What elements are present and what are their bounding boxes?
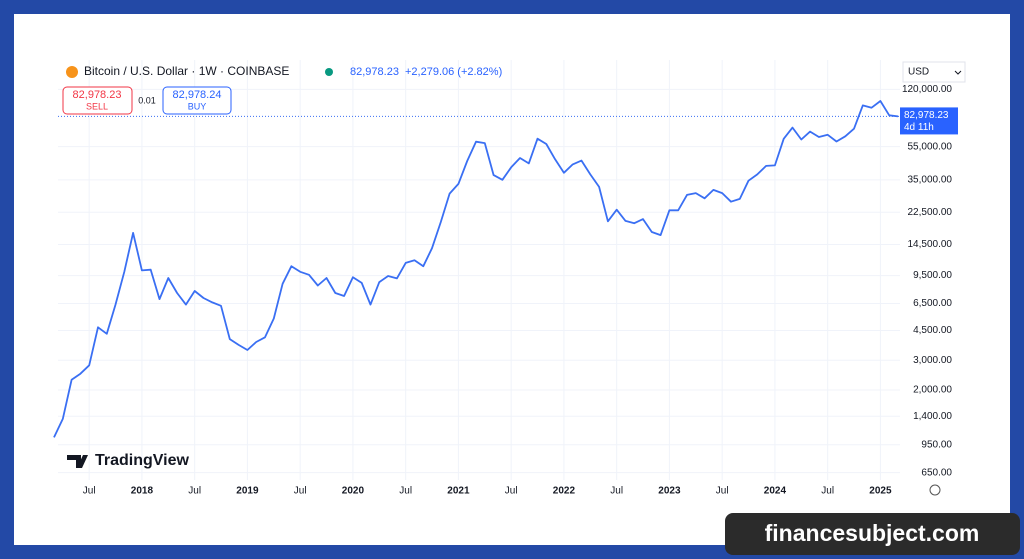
settings-icon[interactable] (929, 484, 941, 496)
x-tick-label: 2020 (342, 486, 365, 497)
watermark: financesubject.com (765, 520, 980, 546)
logo-text: TradingView (95, 452, 190, 469)
x-tick-label: Jul (188, 486, 201, 497)
x-tick-label: 2021 (447, 486, 470, 497)
y-tick-label: 6,500.00 (913, 298, 952, 309)
y-tick-label: 22,500.00 (908, 207, 953, 218)
x-tick-label: 2019 (236, 486, 259, 497)
x-tick-label: Jul (505, 486, 518, 497)
y-tick-label: 650.00 (921, 467, 952, 478)
x-tick-label: Jul (716, 486, 729, 497)
y-tick-label: 950.00 (921, 439, 952, 450)
symbol: Bitcoin / U.S. Dollar · 1W · COINBASE (84, 64, 289, 78)
y-tick-label: 14,500.00 (908, 239, 953, 250)
grid: 650.00 950.00 1,400.00 2,000.00 3,000.00 4,50… (58, 60, 952, 497)
price-line (53, 100, 899, 438)
watermark-box (725, 513, 1020, 555)
x-tick-label: 2018 (131, 486, 154, 497)
y-tick-label: 9,500.00 (913, 270, 952, 281)
currency: USD (908, 67, 929, 78)
dropdown-arrow (954, 70, 962, 75)
y-tick-label: 55,000.00 (908, 141, 953, 152)
y-tick-label: 35,000.00 (908, 174, 953, 185)
y-tick-label: 120,000.00 (902, 84, 952, 95)
y-tick-label: 3,000.00 (913, 355, 952, 366)
y-tick-label: 1,400.00 (913, 411, 952, 422)
price-tag-countdown: 4d 11h (904, 122, 934, 133)
sell-button[interactable] (62, 86, 133, 115)
x-tick-label: 2022 (553, 486, 576, 497)
sell-label: SELL (86, 101, 108, 111)
logo-mark (67, 455, 88, 468)
price: 82,978.23 (350, 66, 399, 78)
x-tick-label: Jul (610, 486, 623, 497)
x-tick-label: 2024 (764, 486, 787, 497)
price-tag-value: 82,978.23 (904, 110, 949, 121)
coin-icon (66, 66, 78, 78)
x-tick-label: 2025 (869, 486, 892, 497)
change: +2,279.06 (+2.82%) (405, 66, 502, 78)
x-tick-label: 2023 (658, 486, 681, 497)
x-tick-label: Jul (399, 486, 412, 497)
x-tick-label: Jul (821, 486, 834, 497)
spread: 0.01 (138, 95, 156, 105)
x-tick-label: Jul (83, 486, 96, 497)
status-dot (325, 68, 333, 76)
sell-price: 82,978.23 (73, 89, 122, 101)
buy-button[interactable] (162, 86, 232, 115)
price-tag (900, 107, 958, 135)
buy-label: BUY (188, 101, 207, 111)
x-tick-label: Jul (294, 486, 307, 497)
currency-select[interactable] (902, 61, 966, 83)
y-tick-label: 2,000.00 (913, 385, 952, 396)
y-tick-label: 4,500.00 (913, 325, 952, 336)
buy-price: 82,978.24 (173, 89, 222, 101)
